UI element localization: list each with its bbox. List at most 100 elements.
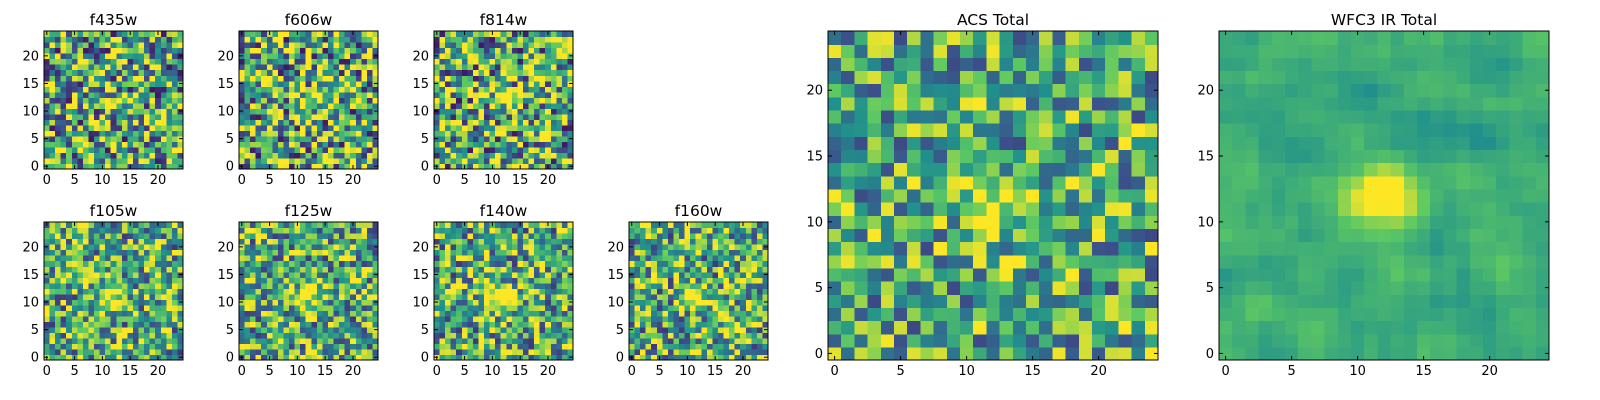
heatmap-cell (472, 315, 480, 322)
heatmap-cell (322, 348, 329, 356)
heatmap-cell (539, 337, 546, 345)
heatmap-cell (239, 282, 246, 289)
heatmap-cell (355, 233, 362, 240)
heatmap-cell (82, 91, 90, 98)
heatmap-cell (656, 321, 663, 328)
heatmap-cell (973, 228, 987, 243)
heatmap-cell (545, 343, 552, 350)
heatmap-cell (656, 255, 663, 262)
heatmap-cell (71, 102, 78, 109)
heatmap-cell (305, 163, 312, 170)
heatmap-cell (71, 86, 78, 93)
heatmap-cell (160, 282, 167, 289)
heatmap-cell (986, 228, 1001, 243)
heatmap-cell (539, 130, 546, 137)
heatmap-cell (751, 227, 758, 234)
heatmap-cell (740, 337, 747, 345)
heatmap-cell (121, 282, 128, 289)
heatmap-cell (77, 310, 84, 317)
heatmap-cell (166, 135, 173, 142)
heatmap-cell (484, 288, 491, 295)
heatmap-cell (171, 58, 179, 65)
heatmap-cell (854, 215, 869, 229)
heatmap-cell (472, 321, 480, 328)
heatmap-cell (506, 108, 513, 115)
heatmap-cell (946, 267, 961, 282)
heatmap-cell (751, 222, 758, 229)
heatmap-cell (960, 320, 974, 335)
heatmap-cell (751, 266, 758, 273)
heatmap-cell (439, 304, 446, 311)
heatmap-cell (894, 307, 908, 322)
heatmap-cell (629, 266, 636, 273)
heatmap-cell (550, 255, 557, 262)
heatmap-cell (177, 310, 184, 317)
heatmap-cell (339, 343, 346, 350)
x-tick-label: 0 (238, 173, 246, 188)
heatmap-cell (500, 227, 507, 234)
heatmap-cell (366, 130, 374, 137)
heatmap-cell (244, 244, 251, 251)
heatmap-cell (77, 238, 84, 245)
heatmap-cell (277, 354, 285, 361)
heatmap-cell (311, 282, 318, 289)
heatmap-cell (305, 108, 312, 115)
heatmap-cell (177, 102, 184, 109)
heatmap-cell (49, 249, 56, 256)
heatmap-cell (1105, 254, 1119, 269)
heatmap-cell (651, 222, 658, 229)
heatmap-cell (484, 91, 491, 98)
heatmap-cell (277, 266, 285, 273)
heatmap-cell (762, 332, 769, 339)
heatmap-cell (333, 332, 340, 339)
heatmap-cell (456, 233, 463, 240)
heatmap-cell (561, 64, 569, 71)
heatmap-cell (690, 299, 697, 306)
heatmap-cell (333, 249, 340, 256)
heatmap-cell (344, 69, 351, 76)
heatmap-cell (478, 326, 485, 333)
heatmap-cell (667, 293, 675, 300)
heatmap-cell (289, 271, 296, 278)
heatmap-cell (1078, 294, 1093, 308)
heatmap-cell (684, 233, 691, 240)
heatmap-cell (250, 75, 257, 82)
heatmap-cell (1105, 228, 1119, 243)
heatmap-cell (294, 282, 301, 289)
heatmap-cell (762, 255, 769, 262)
heatmap-cell (472, 152, 480, 159)
axes-frame (628, 221, 769, 361)
heatmap-cell (528, 321, 535, 328)
heatmap-cell (322, 141, 329, 148)
heatmap-cell (300, 304, 307, 311)
heatmap-cell (261, 299, 268, 306)
heatmap-cell (94, 304, 101, 311)
heatmap-cell (439, 130, 446, 137)
heatmap-cell (717, 348, 725, 356)
heatmap-cell (828, 333, 842, 348)
heatmap-cell (456, 80, 463, 87)
heatmap-cell (311, 31, 318, 38)
heatmap-cell (300, 222, 307, 229)
heatmap-cell (88, 315, 95, 322)
heatmap-cell (283, 348, 290, 356)
heatmap-cell (717, 293, 725, 300)
heatmap-cell (105, 42, 112, 49)
heatmap-cell (684, 288, 691, 295)
heatmap-cell (667, 282, 675, 289)
heatmap-cell (489, 304, 496, 311)
heatmap-cell (350, 332, 357, 339)
heatmap-cell (550, 310, 557, 317)
heatmap-cell (528, 299, 535, 306)
heatmap-cell (149, 97, 156, 104)
heatmap-cell (283, 36, 290, 43)
heatmap-cell (706, 293, 713, 300)
heatmap-cell (472, 80, 480, 87)
heatmap-cell (300, 227, 307, 234)
heatmap-cell (311, 130, 318, 137)
heatmap-cell (339, 42, 346, 49)
heatmap-cell (517, 91, 524, 98)
heatmap-cell (121, 293, 128, 300)
heatmap-cell (640, 299, 647, 306)
x-tick-label: 0 (43, 173, 51, 188)
